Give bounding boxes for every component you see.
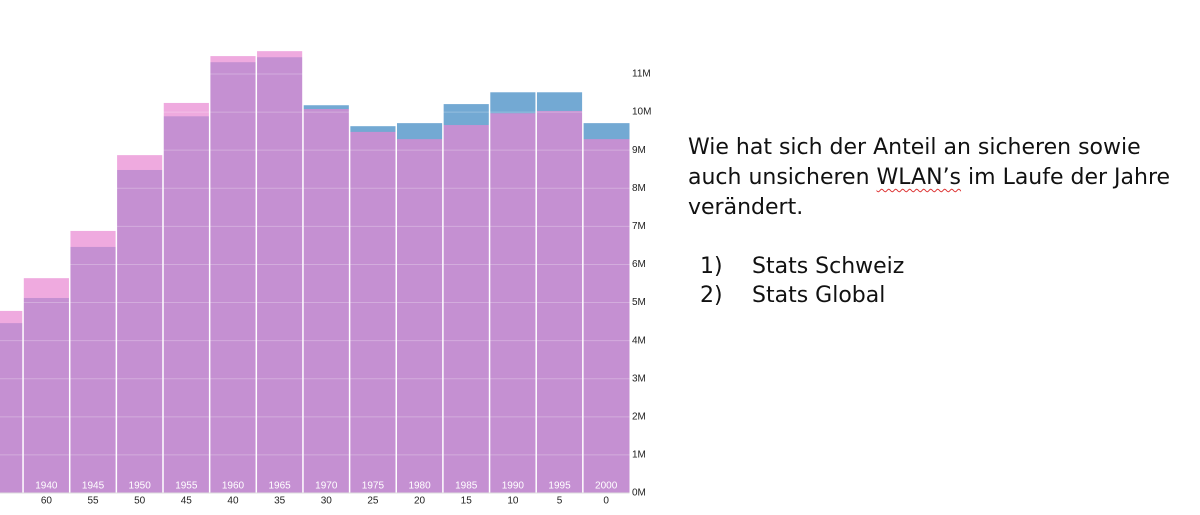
y-tick-label: 7M [632, 221, 646, 232]
y-tick-label: 6M [632, 259, 646, 270]
y-tick-label: 1M [632, 450, 646, 461]
bar [116, 155, 163, 493]
bar-label: 1990 [502, 481, 525, 492]
bar-label: 1970 [315, 481, 338, 492]
y-tick-label: 8M [632, 183, 646, 194]
x-tick-label: 20 [414, 496, 426, 507]
bar [302, 109, 350, 493]
bar [442, 125, 490, 494]
question-part: WLAN’s [876, 165, 962, 190]
y-tick-label: 5M [632, 297, 646, 308]
question-part: im Laufe der Jahre [968, 165, 1171, 190]
chart: 1940601945551950501955451960401965351970… [0, 51, 652, 507]
bar [69, 230, 117, 493]
y-tick-label: 0M [632, 488, 646, 499]
bar-label: 2000 [595, 481, 618, 492]
bar-label: 1940 [35, 481, 58, 492]
bar [396, 139, 443, 494]
y-tick-label: 2M [632, 411, 646, 422]
y-tick-label: 10M [632, 107, 651, 118]
bar [23, 278, 70, 493]
bar-label: 1955 [175, 481, 198, 492]
bar-label: 1995 [548, 481, 571, 492]
x-tick-label: 15 [461, 496, 473, 507]
y-tick-label: 11M [632, 69, 651, 80]
x-tick-label: 30 [321, 496, 333, 507]
x-tick-label: 35 [274, 496, 286, 507]
list-number: 2) [700, 283, 723, 308]
question-part: auch unsicheren [688, 165, 870, 190]
bar [489, 113, 537, 493]
bar-label: 1980 [408, 481, 431, 492]
list: 1) Stats Schweiz 2) Stats Global [700, 252, 904, 310]
x-tick-label: 60 [41, 496, 53, 507]
x-tick-label: 0 [603, 496, 609, 507]
list-item: 1) Stats Schweiz [700, 252, 904, 281]
bar [0, 310, 24, 493]
bar [582, 139, 630, 494]
bar-label: 1975 [362, 481, 385, 492]
question-part: verändert. [688, 195, 804, 220]
question: Wie hat sich der Anteil an sicheren sowi… [688, 133, 1170, 223]
y-tick-label: 3M [632, 373, 646, 384]
list-label: Stats Schweiz [752, 254, 905, 279]
list-label: Stats Global [752, 283, 886, 308]
list-number: 1) [700, 254, 723, 279]
y-tick-label: 4M [632, 335, 646, 346]
list-item: 2) Stats Global [700, 281, 904, 310]
x-tick-label: 10 [507, 496, 519, 507]
x-tick-label: 55 [87, 496, 99, 507]
bar [256, 51, 303, 494]
bar [349, 131, 397, 493]
bar [536, 110, 583, 493]
bar [209, 56, 257, 494]
bar [163, 102, 210, 493]
x-tick-label: 25 [367, 496, 379, 507]
bar-label: 1960 [222, 481, 245, 492]
bar-label: 1945 [82, 481, 105, 492]
y-tick-label: 9M [632, 145, 646, 156]
bar-label: 1985 [455, 481, 478, 492]
x-tick-label: 45 [181, 496, 193, 507]
question-part: Wie hat sich der Anteil an sicheren sowi… [688, 135, 1141, 160]
bar-label: 1950 [129, 481, 152, 492]
x-tick-label: 40 [227, 496, 239, 507]
bar-label: 1965 [269, 481, 292, 492]
x-tick-label: 5 [557, 496, 563, 507]
x-tick-label: 50 [134, 496, 146, 507]
